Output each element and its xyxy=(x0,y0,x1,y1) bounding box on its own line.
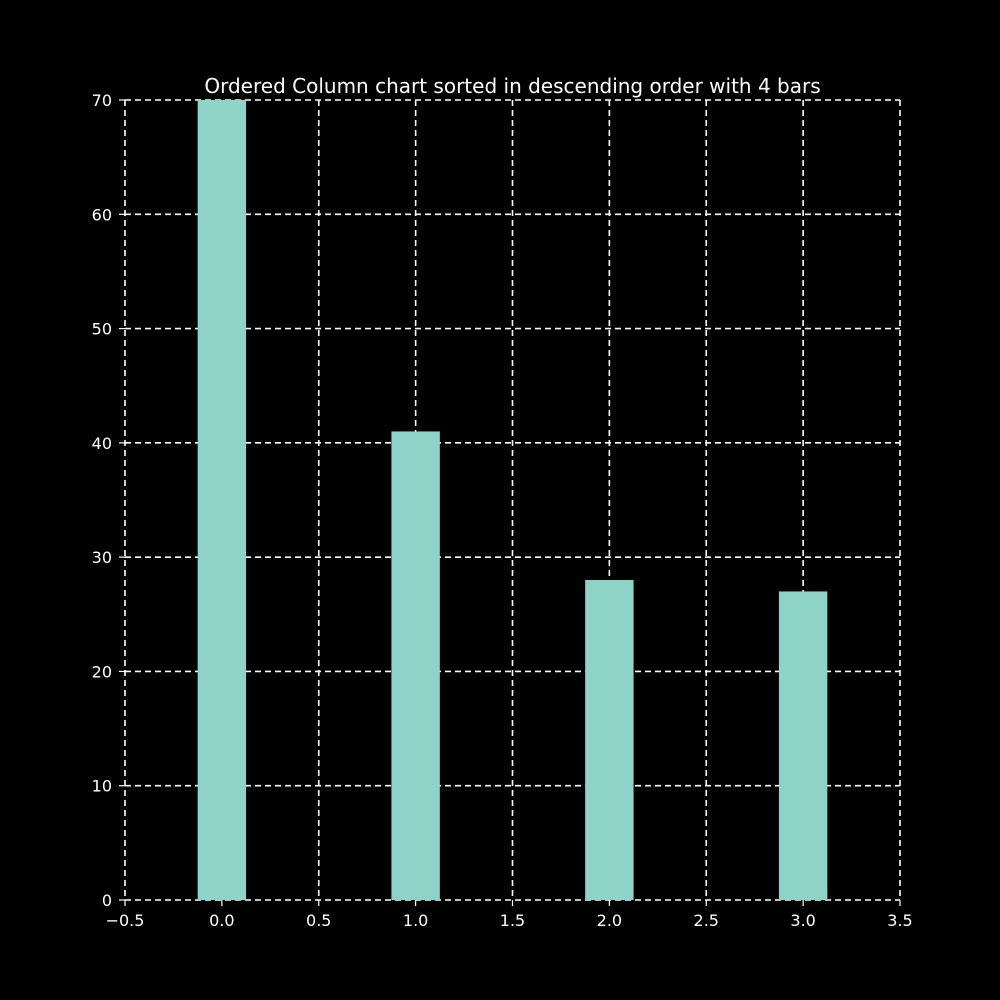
x-tick-label: 3.0 xyxy=(790,911,815,930)
bar xyxy=(585,580,634,900)
y-tick-label: 60 xyxy=(92,205,112,224)
chart-title: Ordered Column chart sorted in descendin… xyxy=(204,74,820,98)
x-tick-label: −0.5 xyxy=(106,911,145,930)
x-tick-label: 1.0 xyxy=(403,911,428,930)
y-tick-label: 30 xyxy=(92,548,112,567)
y-tick-label: 20 xyxy=(92,662,112,681)
x-tick-label: 2.0 xyxy=(597,911,622,930)
x-tick-label: 0.0 xyxy=(209,911,234,930)
bar xyxy=(197,100,247,900)
y-tick-label: 50 xyxy=(92,320,112,339)
bar xyxy=(391,431,440,900)
y-tick-label: 70 xyxy=(92,91,112,110)
y-tick-label: 10 xyxy=(92,777,112,796)
y-tick-label: 0 xyxy=(102,891,112,910)
y-tick-label: 40 xyxy=(92,434,112,453)
x-axis-ticks: −0.5 0.0 0.5 1.0 1.5 2.0 2.5 3.0 3.5 xyxy=(106,900,913,930)
y-axis-ticks: 0 10 20 30 40 50 60 70 xyxy=(92,91,125,910)
bar xyxy=(778,591,828,900)
x-tick-label: 1.5 xyxy=(500,911,525,930)
x-tick-label: 3.5 xyxy=(887,911,912,930)
x-tick-label: 0.5 xyxy=(306,911,331,930)
x-tick-label: 2.5 xyxy=(694,911,719,930)
bars xyxy=(197,100,828,900)
